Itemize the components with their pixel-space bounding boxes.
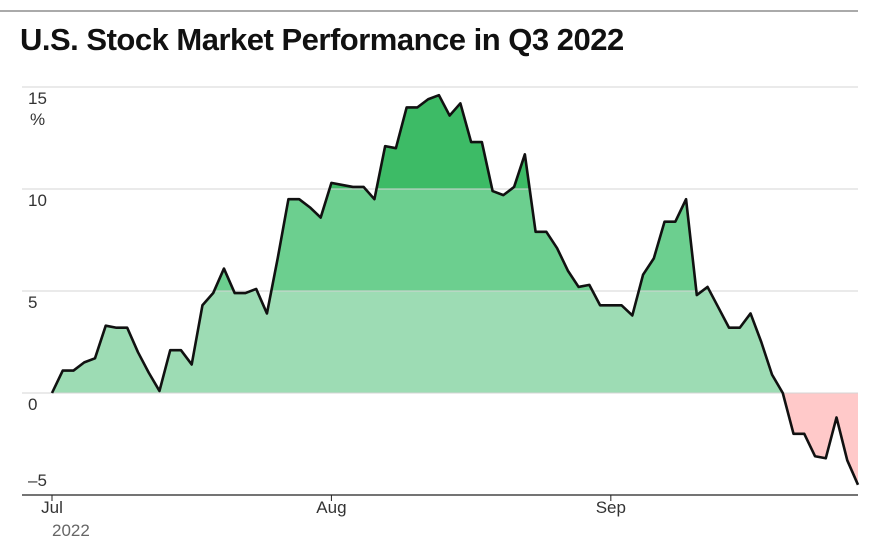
x-tick-label: Sep bbox=[596, 498, 626, 517]
x-sublabel: 2022 bbox=[52, 521, 90, 540]
y-unit: % bbox=[30, 110, 45, 129]
line bbox=[50, 93, 860, 486]
area-band bbox=[329, 95, 530, 189]
y-tick-label: 15 bbox=[28, 89, 47, 108]
y-tick-label: 0 bbox=[28, 395, 37, 414]
y-tick-label: –5 bbox=[28, 471, 47, 490]
y-tick-label: 5 bbox=[28, 293, 37, 312]
chart-title: U.S. Stock Market Performance in Q3 2022 bbox=[20, 22, 624, 57]
area-band bbox=[52, 291, 858, 393]
y-tick-label: 10 bbox=[28, 191, 47, 210]
x-tick-label: Jul bbox=[41, 498, 63, 517]
x-tick-label: Aug bbox=[316, 498, 346, 517]
area-band bbox=[214, 189, 710, 291]
